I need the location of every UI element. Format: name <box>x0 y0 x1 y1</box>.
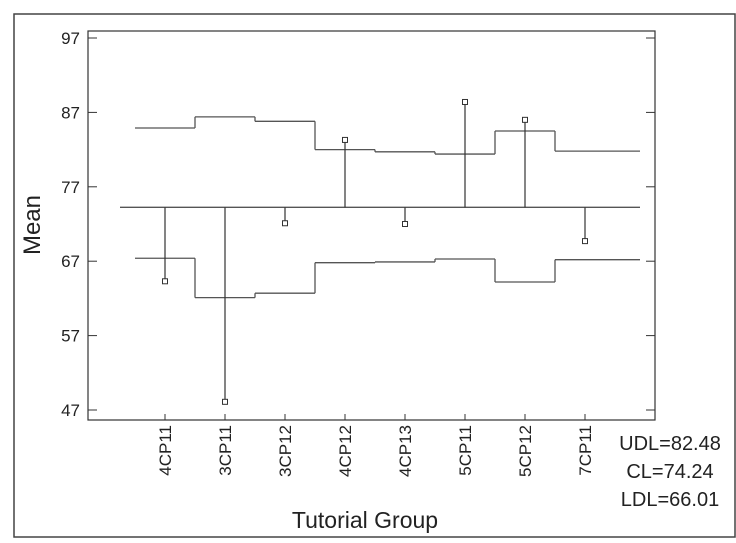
x-tick-label: 4CP13 <box>396 425 415 477</box>
limit-label: CL=74.24 <box>626 461 713 483</box>
x-tick-label: 3CP12 <box>276 425 295 477</box>
limit-label: LDL=66.01 <box>621 489 719 511</box>
mean-point <box>582 238 588 245</box>
frame <box>13 13 736 538</box>
mean-point <box>162 278 168 285</box>
y-tick-label: 77 <box>61 178 80 197</box>
x-tick-label: 5CP11 <box>456 425 475 476</box>
x-tick-label: 3CP11 <box>216 425 235 476</box>
x-tick-label: 4CP12 <box>336 425 355 477</box>
x-axis-label: Tutorial Group <box>292 507 438 533</box>
plot-area <box>87 30 656 421</box>
x-tick-label: 5CP12 <box>516 425 535 477</box>
mean-point <box>282 220 288 227</box>
y-tick-label: 67 <box>61 252 80 271</box>
y-tick-label: 87 <box>61 103 80 122</box>
y-axis-label: Mean <box>19 195 46 255</box>
x-tick-label: 4CP11 <box>156 425 175 476</box>
mean-point <box>402 221 408 227</box>
limit-label: UDL=82.48 <box>619 433 721 455</box>
y-tick-label: 97 <box>61 29 80 48</box>
y-tick-label: 47 <box>61 401 80 420</box>
mean-point <box>462 98 468 105</box>
x-tick-label: 7CP11 <box>576 425 595 476</box>
mean-point <box>222 398 228 405</box>
y-tick-label: 57 <box>61 327 80 346</box>
mean-point <box>522 116 528 123</box>
mean-point <box>342 136 348 143</box>
